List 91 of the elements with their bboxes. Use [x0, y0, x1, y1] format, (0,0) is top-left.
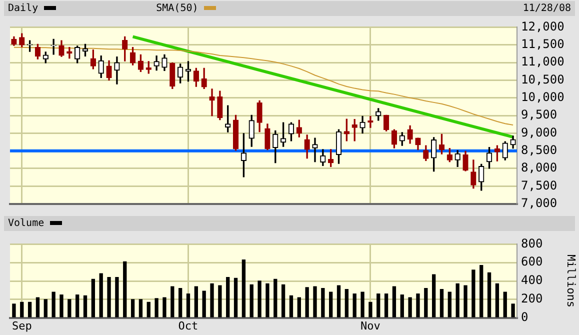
- y-tick-label: 12,000: [521, 19, 564, 34]
- y-tick-label: 800: [521, 236, 543, 250]
- bar: [400, 294, 404, 318]
- bar: [408, 297, 412, 318]
- bar: [472, 270, 476, 318]
- bar: [344, 288, 349, 318]
- bar: [146, 302, 150, 318]
- bar: [321, 288, 325, 318]
- bar: [487, 272, 492, 318]
- y-tick-label: 400: [521, 273, 543, 288]
- y-tick-label: 11,000: [521, 54, 564, 69]
- bar: [76, 294, 80, 318]
- bar: [202, 290, 206, 318]
- y-tick-label: 8,000: [521, 160, 558, 175]
- y-tick-label: 9,500: [521, 108, 558, 122]
- bar: [432, 274, 436, 318]
- bar: [194, 286, 198, 318]
- bar: [424, 288, 428, 318]
- bar: [266, 283, 270, 318]
- bar: [60, 294, 64, 318]
- y-tick-label: 7,500: [521, 178, 558, 192]
- bar: [12, 304, 16, 318]
- bar: [274, 278, 278, 318]
- bar: [36, 297, 40, 318]
- y-tick-label: 8,500: [521, 142, 558, 157]
- legend-label: Daily: [8, 3, 38, 14]
- bar: [44, 299, 48, 318]
- bar: [440, 288, 444, 318]
- bar: [218, 285, 222, 318]
- bar: [329, 292, 333, 318]
- x-tick-label: Oct: [178, 319, 198, 332]
- bar: [416, 294, 420, 318]
- bar: [20, 302, 24, 318]
- bar: [360, 292, 364, 318]
- bar: [313, 286, 317, 318]
- bar: [464, 285, 468, 318]
- bar: [234, 278, 238, 318]
- text: 11/28/08: [522, 2, 571, 16]
- candlestick: [312, 138, 318, 162]
- bar: [186, 294, 190, 318]
- bar: [392, 286, 396, 318]
- bar: [258, 280, 262, 318]
- bar: [107, 276, 111, 318]
- bar: [336, 285, 341, 318]
- bar: [242, 260, 246, 318]
- y-axis-title: Millions: [564, 254, 578, 308]
- bar: [503, 292, 507, 318]
- y-tick-label: 11,500: [521, 36, 564, 51]
- y-tick-label: 7,000: [521, 196, 558, 210]
- y-tick-label: 10,000: [521, 90, 564, 104]
- bar: [250, 284, 254, 318]
- bar: [28, 302, 32, 318]
- bar: [138, 299, 143, 318]
- bar: [352, 294, 356, 318]
- bar: [123, 261, 127, 318]
- bar: [162, 297, 166, 318]
- bar: [83, 295, 88, 318]
- legend-label: SMA(50): [156, 3, 198, 14]
- bar: [495, 283, 500, 318]
- y-tick-label: 200: [521, 292, 543, 306]
- bar: [480, 265, 484, 318]
- bar: [154, 298, 158, 318]
- bar: [178, 288, 182, 318]
- bar: [289, 295, 294, 318]
- bar: [368, 302, 372, 318]
- bar: [226, 276, 230, 318]
- bar: [115, 276, 119, 318]
- candlestick: [209, 88, 215, 116]
- bar: [376, 294, 380, 318]
- bar: [52, 292, 56, 318]
- bar: [210, 283, 214, 318]
- legend-label: Volume: [8, 218, 44, 229]
- y-tick-label: 600: [521, 254, 543, 269]
- bar: [68, 299, 72, 318]
- bar: [170, 286, 174, 318]
- y-tick-label: 10,500: [521, 72, 564, 86]
- bar: [297, 297, 301, 318]
- bar: [305, 287, 309, 318]
- x-tick-label: Sep: [12, 319, 32, 332]
- bar: [99, 273, 103, 318]
- bar: [448, 292, 452, 318]
- bar: [384, 294, 388, 318]
- bar: [91, 278, 96, 318]
- y-tick-label: 0: [521, 310, 528, 324]
- bar: [130, 299, 135, 318]
- candlestick: [368, 116, 374, 128]
- x-tick-label: Nov: [360, 319, 381, 332]
- bar: [281, 284, 286, 318]
- y-tick-label: 9,000: [521, 125, 558, 140]
- bar: [511, 304, 515, 318]
- bar: [456, 283, 460, 318]
